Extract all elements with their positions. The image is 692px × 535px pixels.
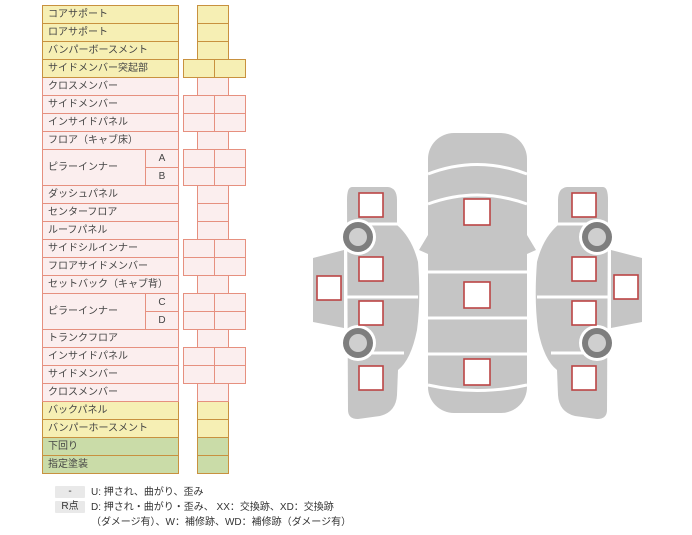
damage-marker-right-rear-door[interactable] [571,300,597,326]
damage-cell[interactable] [183,293,215,312]
damage-markers [316,192,639,391]
part-label: バンパーボースメント [42,41,179,60]
damage-marker-center-roof[interactable] [463,281,491,309]
damage-marker-left-front-door[interactable] [358,256,384,282]
part-label: セットバック（キャブ背） [42,275,179,294]
damage-cell[interactable] [197,185,229,204]
damage-marker-right-cabin[interactable] [613,274,639,300]
damage-marker-right-rear-fender[interactable] [571,365,597,391]
damage-cell[interactable] [197,131,229,150]
part-label: ダッシュパネル [42,185,179,204]
damage-cell[interactable] [214,293,246,312]
damage-cell[interactable] [183,149,215,168]
legend: - U: 押され、曲がり、歪み R点 D: 押され・曲がり・歪み、 XX：交換跡… [55,486,351,531]
part-label: トランクフロア [42,329,179,348]
part-label: センターフロア [42,203,179,222]
front-wheel-icon [340,219,376,255]
damage-cell[interactable] [183,95,215,114]
right-pillar-wing [527,235,536,254]
part-label: フロア（キャブ床） [42,131,179,150]
left-pillar-wing [419,235,428,254]
damage-cell[interactable] [197,437,229,456]
part-label: サイドメンバー [42,365,179,384]
damage-cell[interactable] [214,59,246,78]
damage-marker-left-cabin[interactable] [316,275,342,301]
damage-cell[interactable] [183,113,215,132]
part-label: クロスメンバー [42,77,179,96]
damage-cell[interactable] [214,113,246,132]
car-top-view [419,133,536,413]
damage-marker-center-hood[interactable] [463,198,491,226]
damage-cell[interactable] [214,257,246,276]
damage-cell[interactable] [197,221,229,240]
front-wheel-icon [579,219,615,255]
legend-text: （ダメージ有）、W：補修跡、WD：補修跡（ダメージ有） [91,517,352,528]
damage-cell[interactable] [197,5,229,24]
legend-row: （ダメージ有）、W：補修跡、WD：補修跡（ダメージ有） [55,516,351,529]
damage-cell[interactable] [183,311,215,330]
damage-cell[interactable] [197,383,229,402]
legend-text: U: 押され、曲がり、歪み [91,487,204,498]
damage-cell[interactable] [197,455,229,474]
legend-badge: - [55,486,85,498]
damage-cell[interactable] [197,401,229,420]
rear-wheel-icon [340,325,376,361]
part-label: バックパネル [42,401,179,420]
legend-text: D: 押され・曲がり・歪み、 XX：交換跡、XD：交換跡 [91,502,334,513]
damage-cell[interactable] [197,275,229,294]
part-label: ルーフパネル [42,221,179,240]
part-label: インサイドパネル [42,113,179,132]
pillar-sub-label: C [145,293,179,312]
damage-marker-left-rear-door[interactable] [358,300,384,326]
part-label: コアサポート [42,5,179,24]
damage-marker-center-trunk[interactable] [463,358,491,386]
part-label: ロアサポート [42,23,179,42]
part-label: ピラーインナー [42,149,146,186]
damage-cell[interactable] [214,347,246,366]
rear-wheel-icon [579,325,615,361]
pillar-sub-label: A [145,149,179,168]
damage-cell[interactable] [214,365,246,384]
car-diagram [313,133,642,419]
part-label: インサイドパネル [42,347,179,366]
pillar-sub-label: D [145,311,179,330]
damage-cell[interactable] [214,95,246,114]
part-label: バンパーホースメント [42,419,179,438]
damage-marker-right-front-fender[interactable] [571,192,597,218]
damage-cell[interactable] [214,149,246,168]
legend-badge: R点 [55,501,85,513]
part-label: クロスメンバー [42,383,179,402]
damage-cell[interactable] [183,167,215,186]
part-label: サイドメンバー突起部 [42,59,179,78]
damage-cell[interactable] [197,329,229,348]
damage-cell[interactable] [197,419,229,438]
damage-cell[interactable] [183,59,215,78]
damage-cell[interactable] [214,311,246,330]
pillar-sub-label: B [145,167,179,186]
part-label: サイドメンバー [42,95,179,114]
damage-marker-right-front-door[interactable] [571,256,597,282]
damage-marker-left-front-fender[interactable] [358,192,384,218]
damage-cell[interactable] [214,167,246,186]
damage-cell[interactable] [197,23,229,42]
damage-cell[interactable] [183,257,215,276]
damage-cell[interactable] [183,365,215,384]
part-label: 下回り [42,437,179,456]
part-label: フロアサイドメンバー [42,257,179,276]
part-label: サイドシルインナー [42,239,179,258]
damage-marker-left-rear-fender[interactable] [358,365,384,391]
part-label: 指定塗装 [42,455,179,474]
legend-row: - U: 押され、曲がり、歪み [55,486,351,499]
part-label: ピラーインナー [42,293,146,330]
damage-cell[interactable] [183,239,215,258]
damage-cell[interactable] [197,77,229,96]
legend-row: R点 D: 押され・曲がり・歪み、 XX：交換跡、XD：交換跡 [55,501,351,514]
damage-cell[interactable] [197,41,229,60]
legend-badge [55,516,85,528]
damage-cell[interactable] [197,203,229,222]
damage-cell[interactable] [214,239,246,258]
damage-cell[interactable] [183,347,215,366]
